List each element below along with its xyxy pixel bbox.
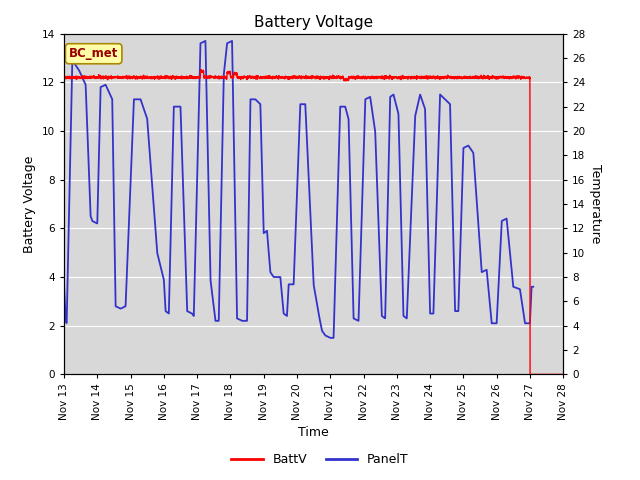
X-axis label: Time: Time: [298, 426, 329, 439]
Text: BC_met: BC_met: [69, 47, 118, 60]
Legend: BattV, PanelT: BattV, PanelT: [227, 448, 413, 471]
Y-axis label: Temperature: Temperature: [589, 164, 602, 244]
Title: Battery Voltage: Battery Voltage: [254, 15, 373, 30]
Y-axis label: Battery Voltage: Battery Voltage: [23, 156, 36, 252]
